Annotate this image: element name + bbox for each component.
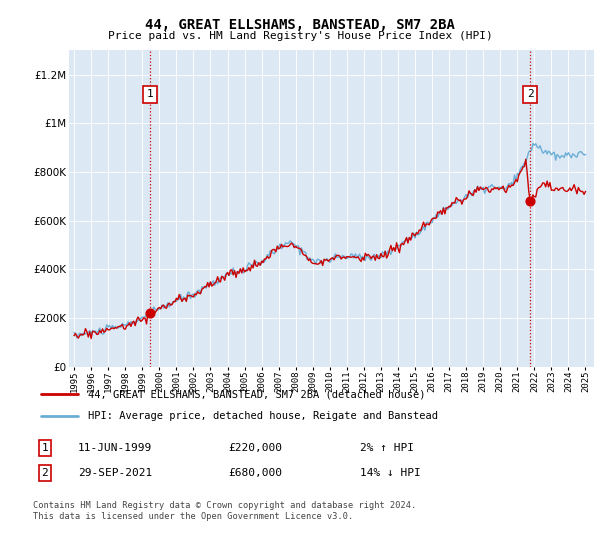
Text: 44, GREAT ELLSHAMS, BANSTEAD, SM7 2BA: 44, GREAT ELLSHAMS, BANSTEAD, SM7 2BA xyxy=(145,18,455,32)
Text: 11-JUN-1999: 11-JUN-1999 xyxy=(78,443,152,453)
Text: 1: 1 xyxy=(146,89,153,99)
Text: Price paid vs. HM Land Registry's House Price Index (HPI): Price paid vs. HM Land Registry's House … xyxy=(107,31,493,41)
Text: 29-SEP-2021: 29-SEP-2021 xyxy=(78,468,152,478)
Text: 14% ↓ HPI: 14% ↓ HPI xyxy=(360,468,421,478)
Point xyxy=(525,197,535,206)
Text: HPI: Average price, detached house, Reigate and Banstead: HPI: Average price, detached house, Reig… xyxy=(88,411,438,421)
Text: £680,000: £680,000 xyxy=(228,468,282,478)
Text: Contains HM Land Registry data © Crown copyright and database right 2024.
This d: Contains HM Land Registry data © Crown c… xyxy=(33,501,416,521)
Point xyxy=(145,309,155,318)
Text: 2% ↑ HPI: 2% ↑ HPI xyxy=(360,443,414,453)
Text: 1: 1 xyxy=(41,443,49,453)
Text: £220,000: £220,000 xyxy=(228,443,282,453)
Text: 2: 2 xyxy=(41,468,49,478)
Text: 44, GREAT ELLSHAMS, BANSTEAD, SM7 2BA (detached house): 44, GREAT ELLSHAMS, BANSTEAD, SM7 2BA (d… xyxy=(88,389,425,399)
Text: 2: 2 xyxy=(527,89,533,99)
